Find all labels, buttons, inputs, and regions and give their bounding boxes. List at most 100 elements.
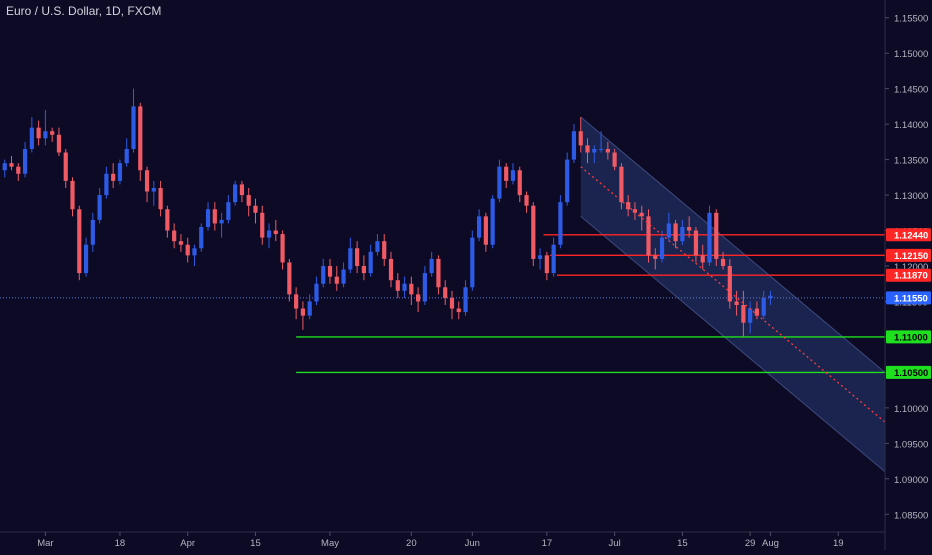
candle-body xyxy=(16,166,21,174)
candle-body xyxy=(680,226,685,242)
candle-body xyxy=(90,219,95,245)
candle-body xyxy=(517,170,522,196)
candle-body xyxy=(727,266,732,302)
candle-body xyxy=(165,209,170,231)
candle xyxy=(443,280,448,306)
candle-body xyxy=(497,166,502,199)
candle-body xyxy=(463,287,468,313)
resistance-1.11870-tag: 1.11870 xyxy=(886,268,931,282)
candle-body xyxy=(56,134,62,153)
candles-layer xyxy=(2,88,773,337)
candle-body xyxy=(77,209,82,274)
time-tick-label: 15 xyxy=(677,538,688,549)
candle-body xyxy=(558,202,563,245)
candle xyxy=(307,294,312,320)
candle xyxy=(239,180,245,203)
candle xyxy=(199,223,204,252)
resistance-1.11870-tag-text: 1.11870 xyxy=(894,271,928,282)
candle xyxy=(544,251,549,281)
candle xyxy=(327,258,333,284)
candle-body xyxy=(138,106,143,171)
candle-body xyxy=(605,148,610,153)
candle xyxy=(77,205,82,281)
price-tick-label: 1.15000 xyxy=(894,49,928,60)
candle-body xyxy=(395,280,400,291)
current-price-tag: 1.11550 xyxy=(886,291,931,305)
candle xyxy=(56,127,62,157)
candle-body xyxy=(578,131,583,146)
time-tick-label: 19 xyxy=(833,538,844,549)
candle xyxy=(300,301,306,330)
candle-body xyxy=(687,226,692,231)
candle-body xyxy=(226,202,231,220)
candle-body xyxy=(287,262,292,295)
candle xyxy=(673,219,678,249)
candle-body xyxy=(504,166,509,181)
candle-body xyxy=(2,163,7,171)
candle-body xyxy=(544,255,549,274)
candle-body xyxy=(178,241,184,245)
time-axis[interactable]: Mar 18 Apr 15 May 20 Jun 17 Jul 15 29 Aug 19 xyxy=(37,532,844,549)
candle xyxy=(727,258,732,309)
candle-body xyxy=(748,308,753,323)
candle-body xyxy=(219,219,224,224)
candle-body xyxy=(361,266,366,274)
channel-midline xyxy=(580,166,886,423)
candle xyxy=(375,234,380,256)
candle-body xyxy=(158,187,163,210)
candle-body xyxy=(490,198,495,245)
candle xyxy=(205,202,211,231)
candle-body xyxy=(510,170,516,181)
candle xyxy=(226,195,231,224)
candle xyxy=(287,258,292,302)
candle-body xyxy=(124,148,129,164)
candle xyxy=(483,212,488,252)
candle-body xyxy=(416,294,421,302)
candle-body xyxy=(585,145,590,153)
candle-body xyxy=(22,148,28,174)
candle xyxy=(388,251,394,288)
resistance-1.12440-tag-bg xyxy=(886,228,931,242)
price-tick-label: 1.14000 xyxy=(894,120,928,131)
candle xyxy=(111,163,116,188)
candle xyxy=(341,262,346,288)
candle-body xyxy=(212,209,217,224)
candle xyxy=(754,301,760,320)
candle xyxy=(361,255,366,281)
price-tick-label: 1.08500 xyxy=(894,510,928,521)
candle-body xyxy=(531,205,536,259)
candle xyxy=(165,205,170,238)
candle xyxy=(368,244,373,277)
candle xyxy=(138,102,143,181)
candle-body xyxy=(422,273,427,302)
candle-body xyxy=(734,301,739,306)
candle-body xyxy=(659,237,665,259)
candle xyxy=(632,202,638,220)
candle-body xyxy=(436,258,441,288)
candle-body xyxy=(551,244,556,274)
candle-body xyxy=(9,163,14,167)
candle-body xyxy=(449,297,455,309)
candle-body xyxy=(246,195,251,206)
candle xyxy=(720,251,726,270)
time-tick-label: Jun xyxy=(465,538,480,549)
candle xyxy=(524,191,529,213)
candle-body xyxy=(592,148,597,153)
candle xyxy=(409,276,414,306)
candle-body xyxy=(131,106,136,149)
candle xyxy=(646,209,651,263)
candle xyxy=(463,280,468,316)
candle xyxy=(266,223,272,249)
resistance-1.12440-tag-text: 1.12440 xyxy=(894,230,928,241)
candle-body xyxy=(321,266,326,284)
candle xyxy=(571,124,577,164)
candle xyxy=(449,290,455,320)
resistance-1.11870-tag-bg xyxy=(886,268,931,282)
candle-body xyxy=(63,152,68,181)
candle xyxy=(504,163,509,188)
candle-body xyxy=(768,295,773,298)
time-tick-label: 29 xyxy=(745,538,756,549)
candle-body xyxy=(300,308,306,316)
candle xyxy=(517,166,522,203)
